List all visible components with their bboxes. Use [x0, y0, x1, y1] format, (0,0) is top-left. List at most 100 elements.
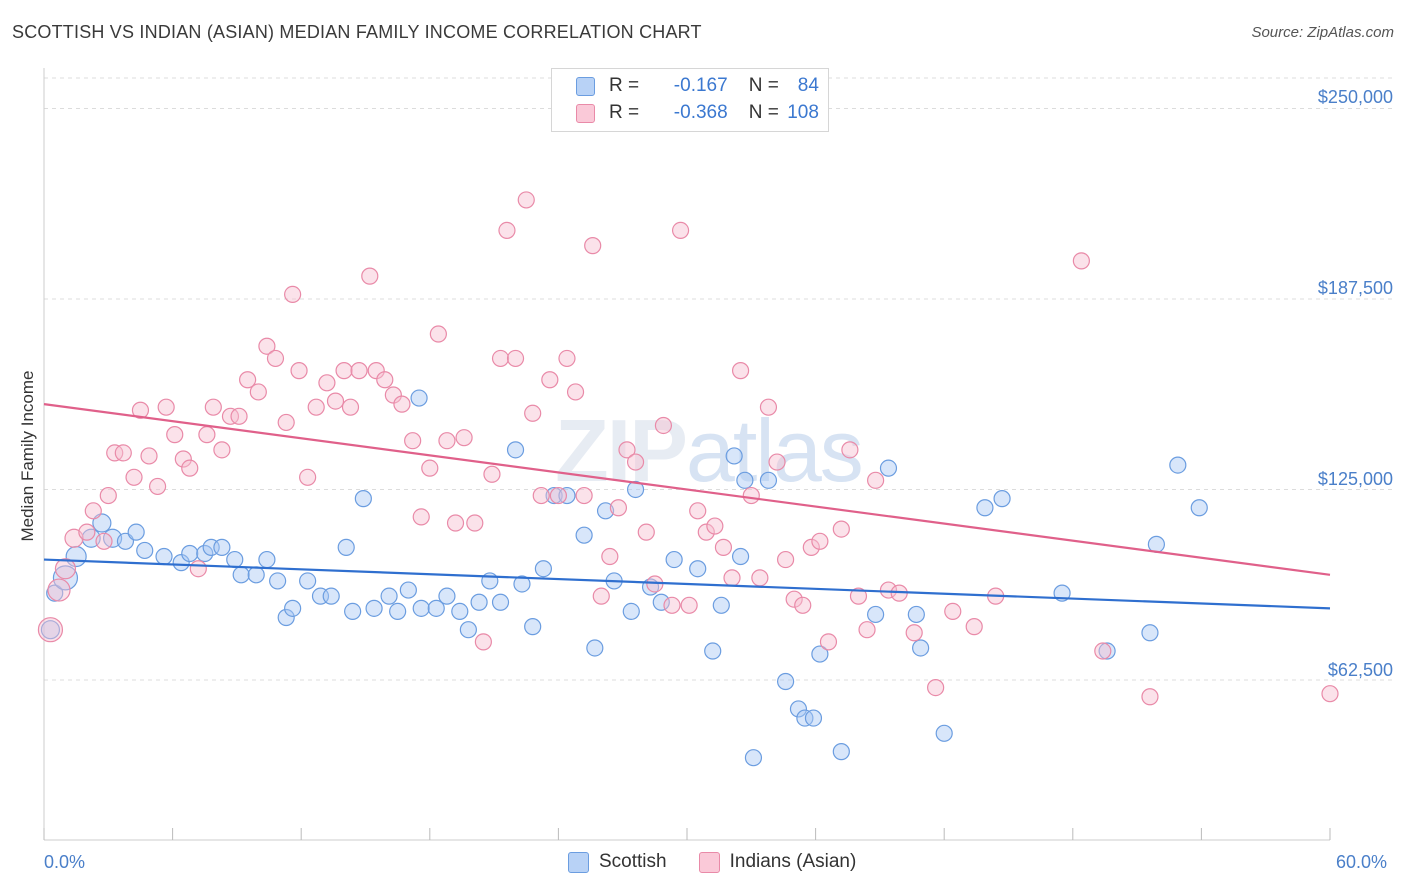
indian-point	[618, 441, 636, 459]
scottish-point	[912, 639, 930, 657]
indian-point	[266, 349, 285, 368]
scottish-swatch	[576, 76, 595, 96]
scottish-point	[725, 447, 743, 465]
indian-point	[575, 486, 593, 505]
indian-point	[37, 617, 64, 643]
x-tick-label-max: 60.0%	[1336, 852, 1388, 872]
indian-swatch	[576, 103, 595, 123]
legend-item-indian: Indians (Asian)	[698, 851, 857, 873]
indian-point	[189, 560, 207, 578]
scottish-point	[879, 459, 898, 477]
scottish-point	[736, 471, 754, 489]
scottish-trend-line	[43, 558, 1331, 610]
scottish-point	[136, 541, 154, 560]
scottish-point	[410, 389, 428, 407]
indian-point	[326, 392, 345, 410]
scottish-point	[622, 602, 640, 621]
y-tick-label: $250,000	[1317, 87, 1393, 107]
indian-point	[927, 678, 945, 697]
scottish-point	[470, 593, 488, 611]
scottish-point	[1190, 499, 1208, 517]
indian-point	[680, 596, 698, 614]
indian-point	[335, 362, 353, 380]
indian-point	[174, 450, 192, 468]
y-tick-label: $62,500	[1327, 660, 1393, 680]
indian-point	[341, 398, 360, 416]
indian-point	[663, 596, 681, 614]
indian-point	[412, 508, 430, 526]
indian-point	[832, 520, 850, 538]
indian-point	[438, 432, 456, 450]
r-label: R =	[609, 75, 640, 96]
indian-point	[249, 383, 267, 401]
indian-point	[858, 621, 876, 639]
indian-point	[524, 404, 542, 422]
indian-point	[626, 453, 645, 471]
indian-point	[131, 401, 150, 419]
indian-point	[258, 337, 276, 355]
scottish-point	[596, 502, 615, 520]
scottish-point	[172, 554, 190, 572]
scottish-point	[976, 499, 994, 517]
indian-point	[498, 221, 516, 239]
scottish-point	[354, 490, 372, 508]
scottish-point	[451, 602, 469, 621]
scottish-point	[380, 587, 398, 605]
scottish-point	[1098, 642, 1116, 660]
scottish-point	[365, 599, 383, 617]
indian-point	[361, 267, 379, 285]
indian-point	[759, 398, 778, 416]
indian-point	[549, 486, 568, 505]
scottish-point	[196, 544, 214, 563]
indian-point	[785, 590, 803, 608]
scottish-point	[40, 620, 61, 640]
scottish-point	[1169, 456, 1187, 474]
indian-point	[517, 191, 535, 209]
indian-point	[84, 502, 102, 520]
indian-point	[541, 371, 559, 389]
indian-point	[474, 633, 492, 651]
indian-point	[277, 413, 295, 432]
scottish-point	[399, 581, 417, 599]
scottish-point	[438, 587, 456, 605]
scottish-point	[776, 672, 795, 691]
chart-title: SCOTTISH VS INDIAN (ASIAN) MEDIAN FAMILY…	[12, 22, 702, 42]
indian-point	[905, 624, 923, 642]
scottish-point	[586, 639, 604, 657]
indian-point	[841, 441, 859, 459]
indian-point	[421, 459, 439, 477]
indian-point	[157, 398, 175, 416]
legend-label-scottish: Scottish	[599, 851, 667, 872]
n-label: N =	[748, 102, 779, 123]
scottish-legend-swatch	[568, 851, 589, 873]
scottish-point	[804, 709, 823, 727]
indian-point	[125, 468, 143, 486]
scottish-point	[337, 538, 355, 556]
scottish-point	[689, 560, 707, 578]
scottish-point	[506, 441, 525, 459]
indian-point	[867, 471, 885, 489]
indian-point	[404, 432, 422, 450]
scottish-point	[284, 599, 302, 617]
legend-label-indian: Indians (Asian)	[729, 851, 857, 872]
indian-point	[1141, 688, 1159, 706]
indian-point	[592, 587, 610, 605]
indian-point	[609, 499, 628, 517]
indian-point	[742, 486, 760, 505]
scottish-point	[744, 749, 763, 767]
scottish-point	[1141, 624, 1159, 642]
indian-point	[671, 221, 690, 239]
scottish-point	[226, 550, 244, 569]
indian-point	[654, 416, 673, 435]
indian-point	[239, 371, 257, 389]
scottish-point	[524, 618, 542, 636]
scottish-point	[534, 560, 552, 578]
scottish-point	[575, 526, 593, 544]
indian-point	[350, 362, 368, 380]
indian-point	[849, 587, 868, 605]
legend-row-indian: R = -0.368 N = 108	[576, 100, 819, 126]
indian-point	[299, 468, 317, 486]
indian-point	[532, 486, 550, 505]
indian-point	[204, 398, 222, 416]
indian-point	[466, 514, 484, 532]
